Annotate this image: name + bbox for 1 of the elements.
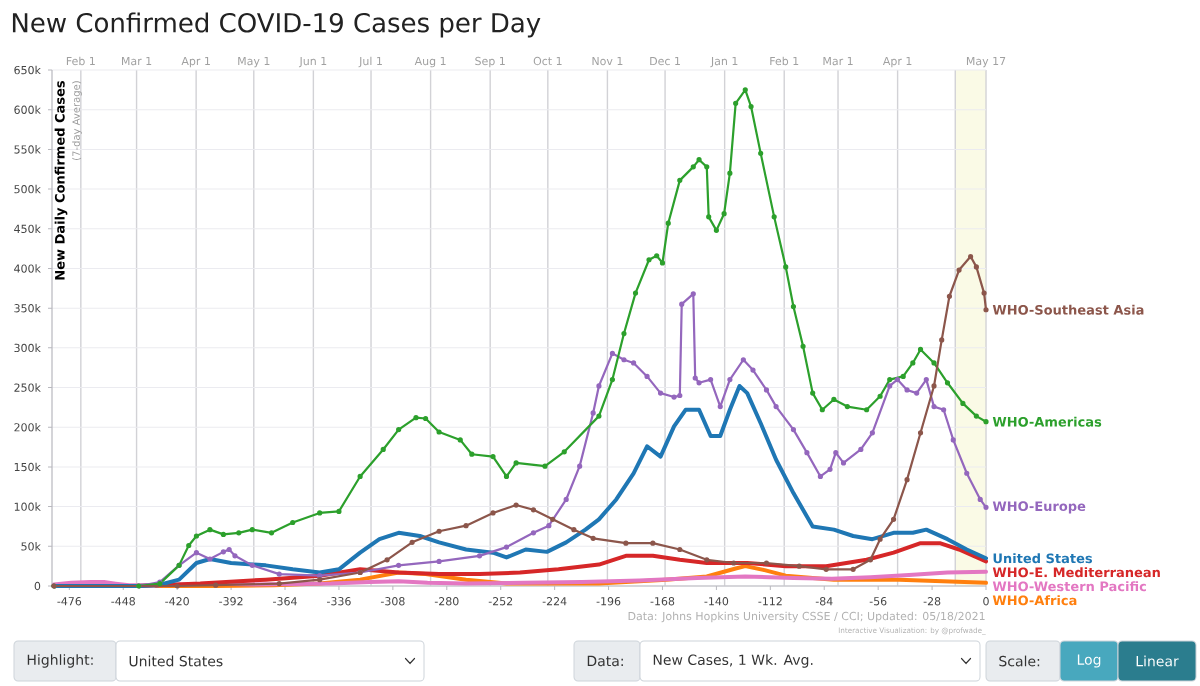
- chart-title: New Confirmed COVID-19 Cases per Day: [12, 12, 541, 38]
